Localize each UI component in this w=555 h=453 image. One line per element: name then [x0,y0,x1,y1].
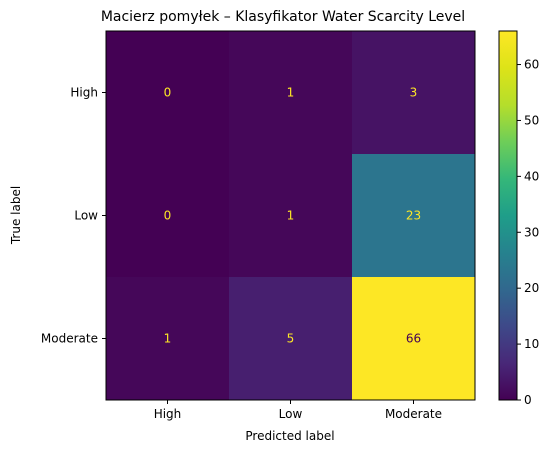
heatmap-cell [229,31,352,154]
colorbar [498,30,518,401]
heatmap-cell [352,154,475,277]
cell-value-label: 1 [164,332,172,346]
colorbar-tick-label: 20 [524,281,539,295]
colorbar-tick-label: 30 [524,225,539,239]
heatmap-cell [229,277,352,400]
cell-value-labels: 0 1 3 0 1 23 1 5 66 [164,86,421,346]
cell-value-label: 1 [287,209,295,223]
heatmap-cell [352,31,475,154]
chart-title: Macierz pomyłek – Klasyfikator Water Sca… [101,9,465,25]
x-tick-label: Low [279,407,303,421]
colorbar-tick-label: 60 [524,58,539,72]
x-tick-label: Moderate [385,407,442,421]
heatmap-cell [106,31,229,154]
colorbar-tick-label: 10 [524,337,539,351]
cell-value-label: 0 [164,86,172,100]
cell-value-label: 23 [406,209,421,223]
cell-value-label: 66 [406,332,421,346]
cell-value-label: 1 [287,86,295,100]
cell-value-label: 5 [287,332,295,346]
cell-value-label: 3 [410,86,418,100]
y-tick-label: Moderate [41,332,98,346]
y-axis-ticks: High Low Moderate [41,86,106,346]
heatmap-cell [106,277,229,400]
cell-value-label: 0 [164,209,172,223]
colorbar-tick-label: 40 [524,169,539,183]
colorbar-tick-label: 50 [524,113,539,127]
heatmap-cell [106,154,229,277]
colorbar-ticks: 0 10 20 30 40 50 60 [517,58,539,407]
y-axis-label: True label [9,186,23,245]
y-tick-label: High [70,86,98,100]
x-tick-label: High [154,407,182,421]
colorbar-tick-label: 0 [524,393,532,407]
heatmap-cell [229,154,352,277]
x-axis-ticks: High Low Moderate [154,400,442,421]
x-axis-label: Predicted label [245,429,334,443]
heatmap-cell [352,277,475,400]
y-tick-label: Low [74,209,98,223]
heatmap-cells [106,31,475,400]
